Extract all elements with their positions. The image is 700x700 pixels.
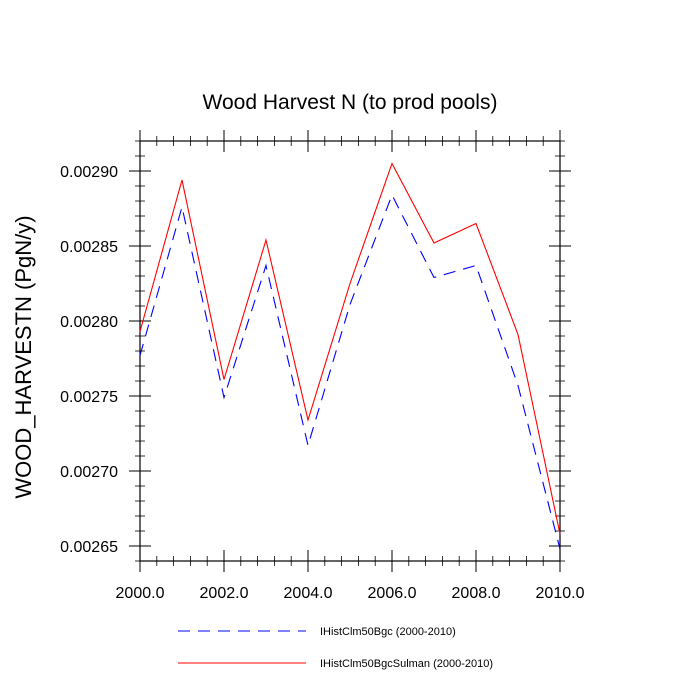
legend-label-2: IHistClm50BgcSulman (2000-2010) xyxy=(320,658,493,670)
y-tick-label: 0.00270 xyxy=(60,464,118,481)
y-tick-label: 0.00275 xyxy=(60,389,118,406)
x-tick-label: 2008.0 xyxy=(452,585,501,602)
y-axis-label: WOOD_HARVESTN (PgN/y) xyxy=(11,215,36,498)
series-line-2 xyxy=(139,162,561,535)
y-tick-label: 0.00285 xyxy=(60,239,118,256)
x-tick-label: 2000.0 xyxy=(116,585,165,602)
legend: IHistClm50Bgc (2000-2010) IHistClm50BgcSu… xyxy=(178,626,493,670)
plot-frame xyxy=(139,140,561,562)
x-tick-label: 2004.0 xyxy=(284,585,333,602)
x-tick-label: 2006.0 xyxy=(368,585,417,602)
chart-title: Wood Harvest N (to prod pools) xyxy=(203,91,498,114)
series-line-1 xyxy=(139,193,561,550)
axis-tick-labels: 2000.0 2002.0 2004.0 2006.0 2008.0 2010.0 0.00… xyxy=(60,164,584,602)
x-tick-label: 2010.0 xyxy=(536,585,585,602)
series-lines xyxy=(139,162,561,550)
y-tick-label: 0.00280 xyxy=(60,314,118,331)
axis-ticks xyxy=(129,130,571,572)
x-tick-label: 2002.0 xyxy=(200,585,249,602)
legend-label-1: IHistClm50Bgc (2000-2010) xyxy=(320,626,456,638)
y-tick-label: 0.00265 xyxy=(60,539,118,556)
y-tick-label: 0.00290 xyxy=(60,164,118,181)
